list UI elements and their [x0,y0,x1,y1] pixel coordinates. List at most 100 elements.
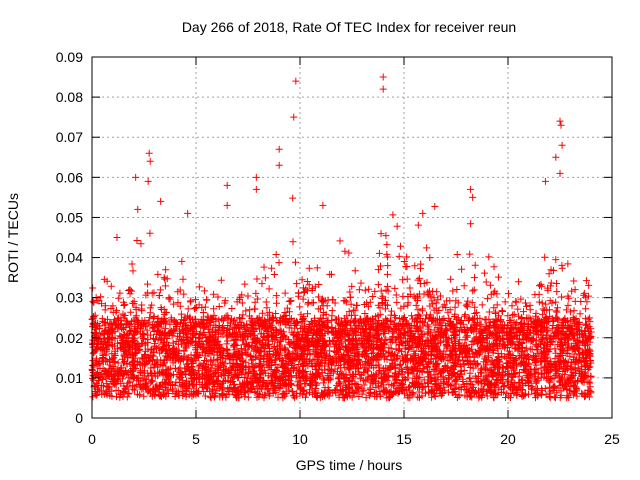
data-point [105,335,113,343]
data-point [571,297,579,305]
data-point [460,282,468,290]
data-point [331,299,339,307]
data-point [399,276,407,284]
data-point [360,381,368,389]
data-point [167,327,175,335]
data-point [332,389,340,397]
data-point [240,373,248,381]
data-point [191,354,199,362]
data-point [409,370,417,378]
data-point [402,364,410,372]
data-point [129,364,137,372]
data-point [376,262,384,270]
data-point [185,391,193,399]
data-point [383,241,391,249]
data-point [234,331,242,339]
data-point [340,333,348,341]
data-point [408,312,416,320]
data-point [114,387,122,395]
data-point [113,393,121,401]
data-point [259,336,267,344]
data-point [270,271,278,279]
data-point [174,332,182,340]
data-point [539,305,547,313]
data-point [181,352,189,360]
data-point [191,330,199,338]
data-point [450,331,458,339]
data-point [587,359,595,367]
data-point [357,331,365,339]
data-point [174,299,182,307]
data-point [190,382,198,390]
data-point [432,332,440,340]
data-point [203,385,211,393]
data-point [455,392,463,400]
data-point [512,356,520,364]
data-point [203,316,211,324]
data-point [286,349,294,357]
data-point [151,372,159,380]
data-point [150,289,158,297]
data-point [494,344,502,352]
data-point [453,285,461,293]
data-point [207,321,215,329]
data-point [545,270,553,278]
data-point [568,359,576,367]
data-point [137,330,145,338]
data-point [369,318,377,326]
data-point [211,390,219,398]
data-point [263,332,271,340]
data-point [425,291,433,299]
data-point [137,369,145,377]
data-point [586,314,594,322]
data-point [311,314,319,322]
data-point [165,346,173,354]
data-point [309,370,317,378]
data-point [540,353,548,361]
data-point [327,270,335,278]
data-point [116,393,124,401]
data-point [404,356,412,364]
data-point [390,355,398,363]
data-point [221,372,229,380]
data-point [386,365,394,373]
data-point [341,364,349,372]
data-point [501,298,509,306]
data-point [552,314,560,322]
data-point [161,282,169,290]
data-point [452,380,460,388]
data-point [396,360,404,368]
data-point [343,329,351,337]
data-point [426,292,434,300]
data-point [246,312,254,320]
data-point [535,352,543,360]
data-point [507,333,515,341]
data-point [270,327,278,335]
data-point [225,369,233,377]
data-point [322,342,330,350]
data-point [228,355,236,363]
data-point [282,390,290,398]
data-point [304,300,312,308]
data-point [286,372,294,380]
data-point [272,292,280,300]
data-point [454,357,462,365]
data-point [495,273,503,281]
data-point [116,289,124,297]
data-point [442,333,450,341]
data-point [132,312,140,320]
data-point [231,316,239,324]
data-point [476,350,484,358]
data-point [148,301,156,309]
data-point [556,373,564,381]
data-point [111,358,119,366]
data-point [157,323,165,331]
data-point [130,300,138,308]
data-point [107,282,115,290]
data-point [162,317,170,325]
data-point [406,290,414,298]
data-point [355,286,363,294]
data-point [521,362,529,370]
data-point [417,260,425,268]
data-point [100,275,108,283]
